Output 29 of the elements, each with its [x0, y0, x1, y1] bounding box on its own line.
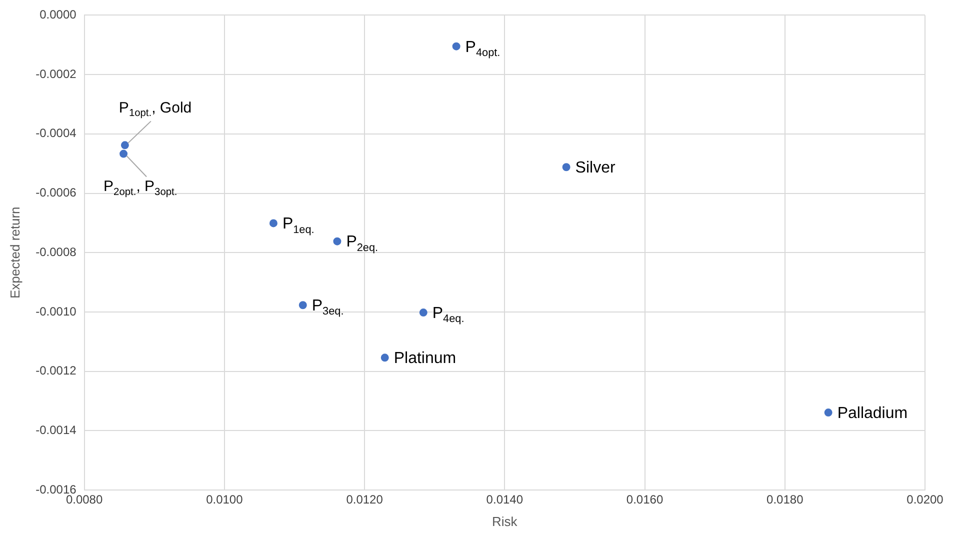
point	[120, 150, 128, 158]
annotation: Silver	[575, 160, 616, 177]
annotation: Palladium	[837, 404, 908, 422]
x-axis-title: Risk	[492, 514, 518, 529]
point	[824, 408, 832, 417]
point	[333, 237, 342, 246]
annotation: Platinum	[394, 350, 456, 368]
x-tick-label: 0.0180	[766, 492, 804, 507]
x-tick-label: 0.0160	[626, 492, 664, 507]
y-tick-label: -0.0010	[36, 304, 77, 318]
y-tick-label: -0.0002	[36, 66, 77, 81]
point	[452, 42, 460, 50]
y-tick-label: -0.0006	[36, 186, 77, 200]
point	[298, 301, 307, 310]
point	[380, 354, 389, 362]
point	[120, 141, 129, 150]
x-tick-label: 0.0200	[906, 492, 944, 507]
x-tick-label: 0.0100	[206, 492, 244, 507]
point	[419, 308, 428, 317]
point	[269, 219, 278, 228]
y-tick-label: -0.0004	[36, 126, 77, 140]
y-tick-label: -0.0012	[36, 364, 77, 378]
point	[562, 163, 570, 172]
x-tick-label: 0.0140	[486, 492, 524, 507]
y-tick-label: -0.0014	[36, 422, 77, 437]
y-tick-label: -0.0008	[36, 244, 77, 259]
x-tick-label: 0.0120	[346, 492, 384, 507]
y-tick-label: 0.0000	[40, 8, 77, 22]
y-axis-title: Expected return	[7, 206, 22, 298]
